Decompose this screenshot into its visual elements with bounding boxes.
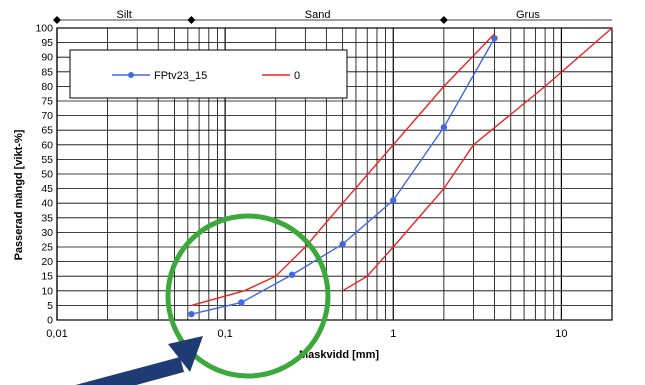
data-point bbox=[339, 241, 345, 247]
legend: FPtv23_15 0 bbox=[70, 50, 347, 98]
y-tick-label: 70 bbox=[41, 110, 53, 122]
y-tick-label: 85 bbox=[41, 66, 53, 78]
y-tick-label: 90 bbox=[41, 52, 53, 64]
y-tick-label: 15 bbox=[41, 271, 53, 283]
y-tick-label: 20 bbox=[41, 256, 53, 268]
y-tick-label: 60 bbox=[41, 139, 53, 151]
x-tick-label: 1 bbox=[390, 328, 396, 340]
y-tick-label: 40 bbox=[41, 198, 53, 210]
data-point bbox=[188, 311, 194, 317]
y-tick-label: 0 bbox=[47, 315, 53, 327]
zone-label: Silt bbox=[117, 9, 132, 21]
data-point bbox=[238, 299, 244, 305]
y-tick-label: 25 bbox=[41, 242, 53, 254]
legend-label-series-1: FPtv23_15 bbox=[154, 70, 207, 82]
data-point bbox=[441, 124, 447, 130]
data-point bbox=[390, 197, 396, 203]
y-tick-label: 35 bbox=[41, 212, 53, 224]
zone-label: Grus bbox=[516, 9, 540, 21]
y-tick-label: 45 bbox=[41, 183, 53, 195]
data-point bbox=[289, 272, 295, 278]
x-tick-label: 0,01 bbox=[46, 328, 67, 340]
y-tick-label: 80 bbox=[41, 81, 53, 93]
x-tick-label: 10 bbox=[555, 328, 567, 340]
y-tick-label: 10 bbox=[41, 285, 53, 297]
y-tick-label: 5 bbox=[47, 300, 53, 312]
y-tick-label: 100 bbox=[35, 23, 53, 35]
y-tick-label: 75 bbox=[41, 96, 53, 108]
x-axis-label: Maskvidd [mm] bbox=[299, 349, 379, 361]
y-tick-label: 30 bbox=[41, 227, 53, 239]
zone-label: Sand bbox=[305, 9, 331, 21]
y-tick-label: 55 bbox=[41, 154, 53, 166]
legend-label-series-2: 0 bbox=[294, 70, 300, 82]
y-axis-label: Passerad mängd [vikt-%] bbox=[13, 129, 25, 260]
y-tick-label: 65 bbox=[41, 125, 53, 137]
y-tick-label: 50 bbox=[41, 169, 53, 181]
x-tick-label: 0,1 bbox=[217, 328, 232, 340]
y-tick-label: 95 bbox=[41, 37, 53, 49]
